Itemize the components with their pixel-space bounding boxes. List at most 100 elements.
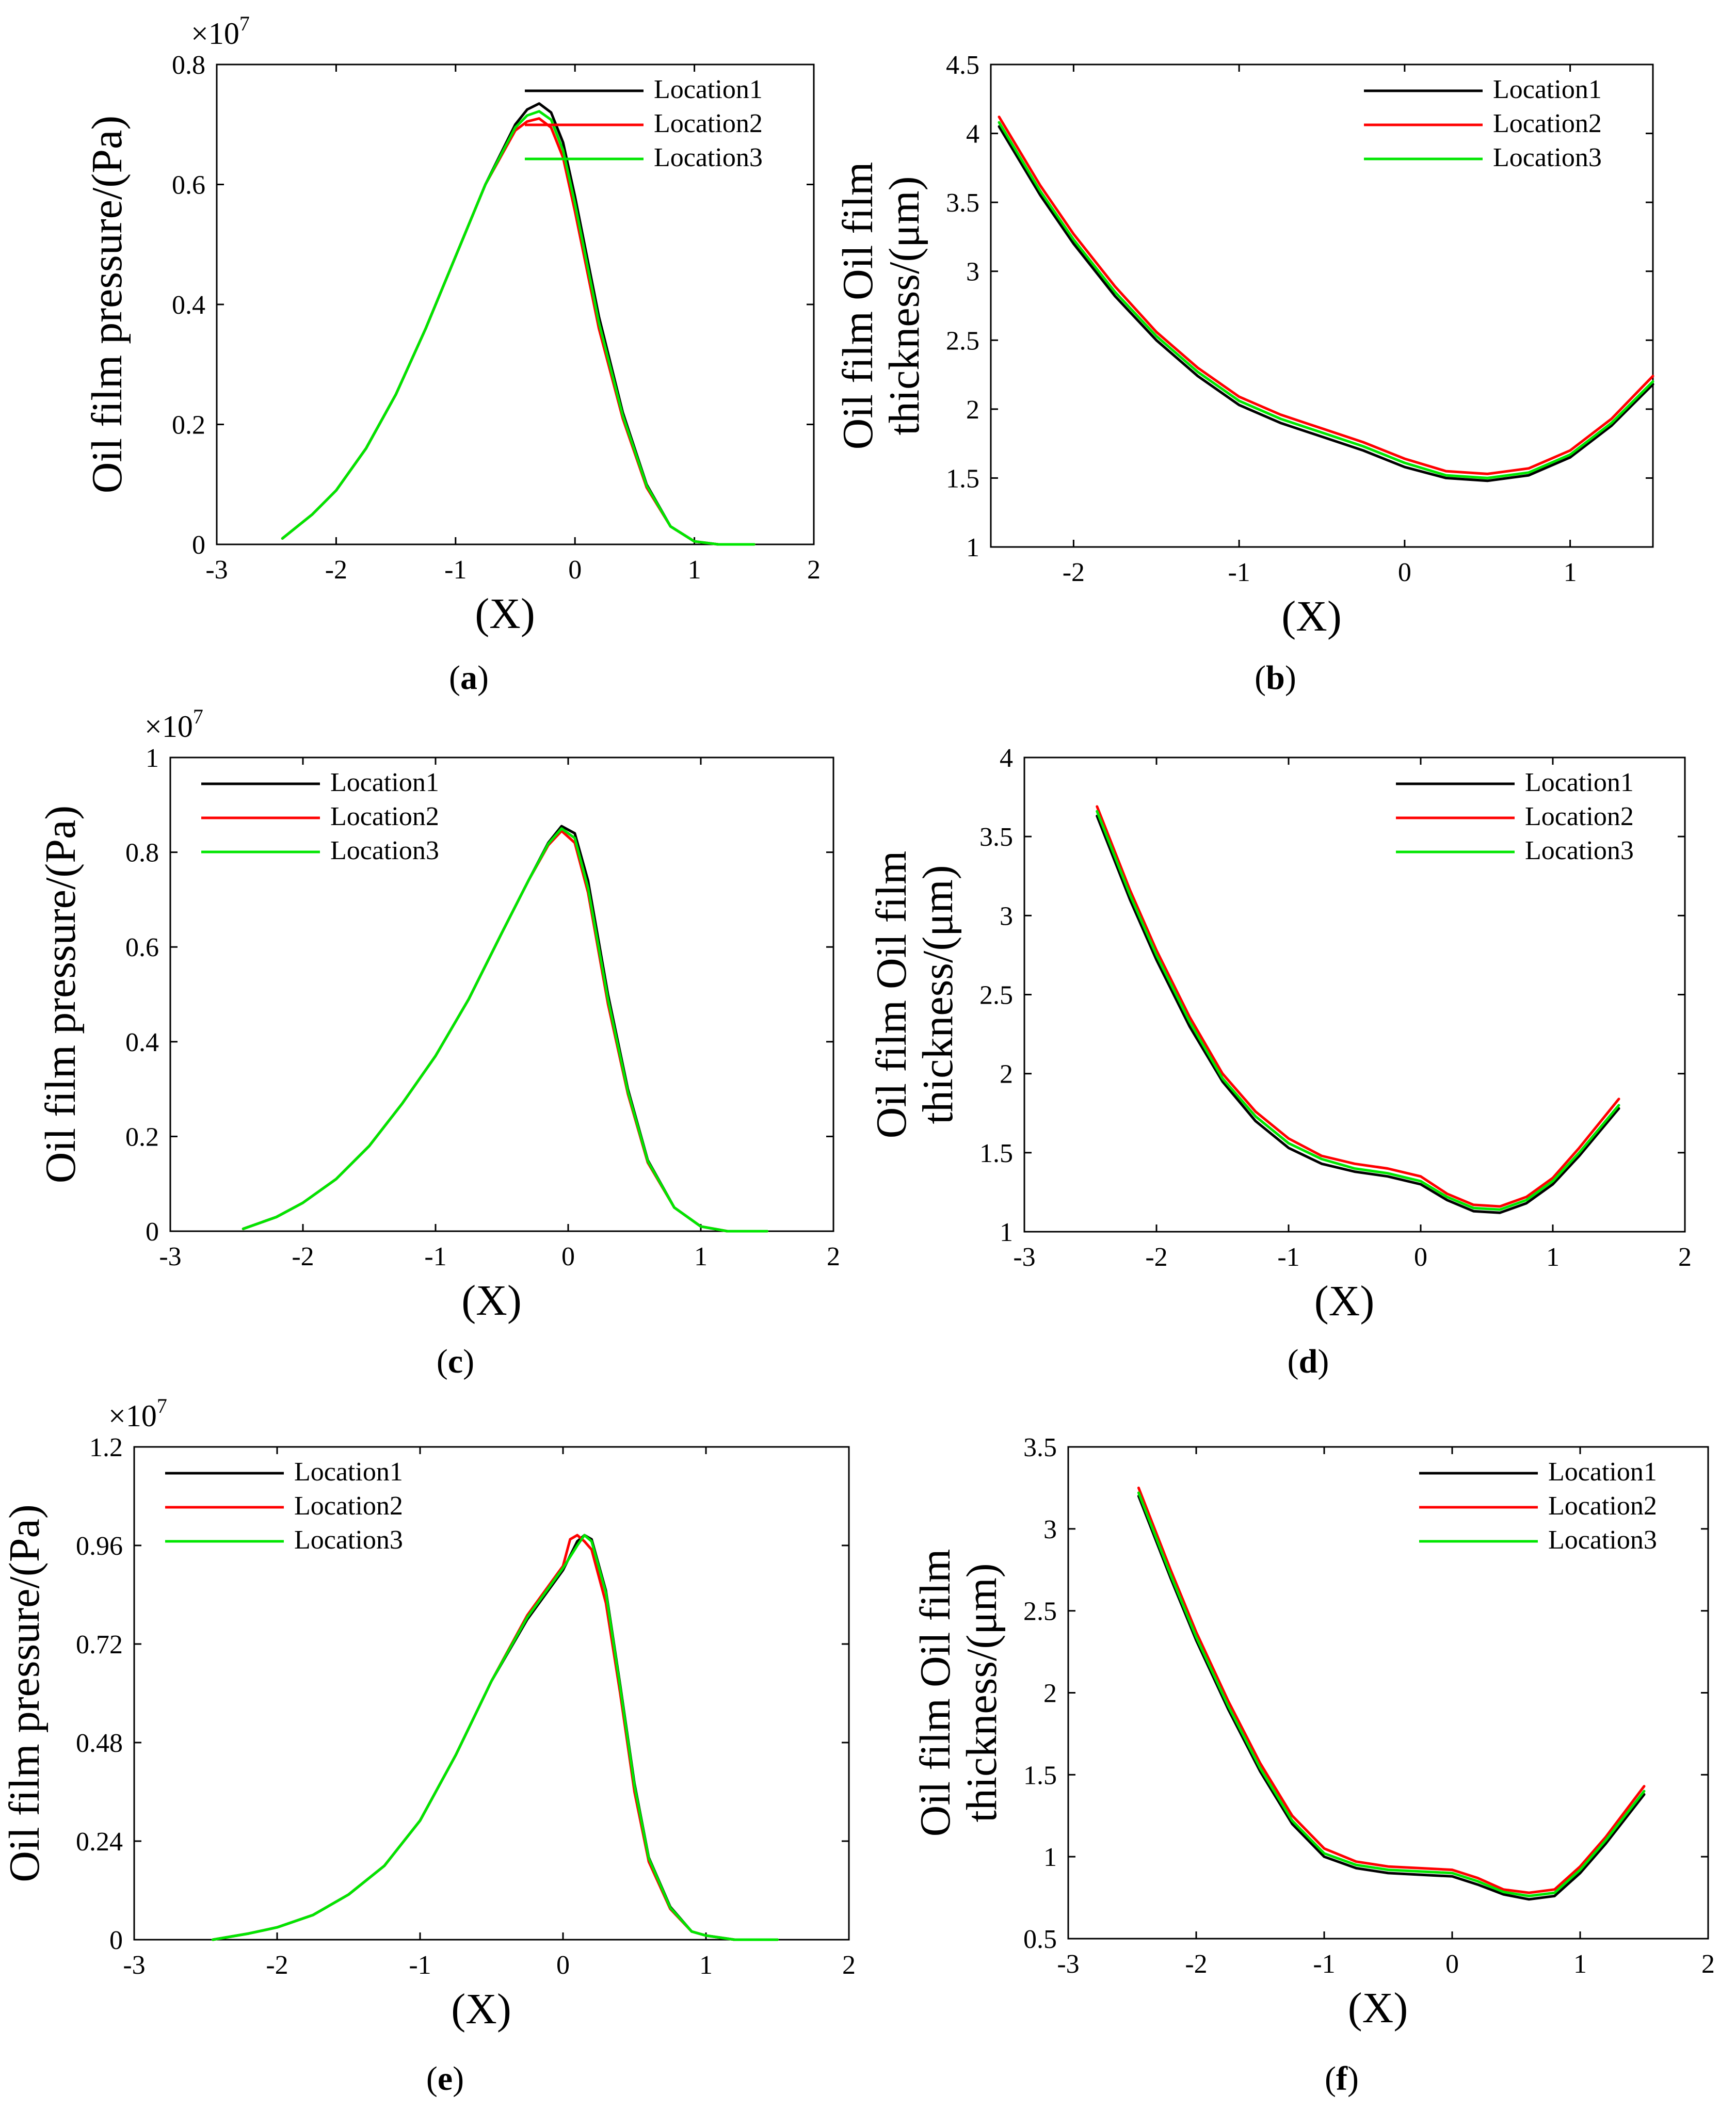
y-tick-label: 1: [1043, 1843, 1057, 1872]
panel-a: -3 -2 -1 0 1 2 0 0.2 0.4 0.6 0.8×107 (X) Oil film pr…: [83, 12, 821, 697]
y-tick-label: 0.48: [76, 1729, 123, 1758]
series-line-location2: [1137, 1486, 1646, 1894]
y-exponent-label: ×107: [144, 705, 203, 744]
y-tick-label: 0.8: [172, 51, 205, 80]
y-exponent-label: ×107: [108, 1394, 167, 1433]
panel-caption: (a): [449, 659, 489, 697]
panel-caption: (c): [437, 1343, 474, 1380]
legend-label-location3: Location3: [1548, 1525, 1657, 1555]
x-tick-label: 0: [556, 1951, 570, 1980]
y-tick-label: 3: [966, 257, 979, 287]
x-tick-label: -2: [292, 1242, 314, 1271]
y-tick-label: 0.96: [76, 1532, 123, 1561]
y-tick-label: 3.5: [979, 823, 1013, 852]
legend-label-location3: Location3: [654, 143, 763, 172]
plot-frame-b: [990, 63, 1654, 548]
x-tick-label: 2: [1701, 1949, 1715, 1979]
plot-frame-c: [169, 756, 834, 1232]
panel-b: -2 -1 0 1 1 1.5 2 2.5 3 3.5 4 4.5 (X) Oil film Oil fi…: [834, 51, 1654, 697]
legend-label-location1: Location1: [294, 1457, 403, 1487]
y-tick-label: 0.4: [125, 1028, 159, 1057]
x-tick-label: -3: [1057, 1949, 1079, 1979]
panel-e: -3 -2 -1 0 1 2 0 0.24 0.48 0.72 0.96 1.2×107 (X) Oil …: [1, 1394, 856, 2098]
x-tick-label: 1: [699, 1951, 713, 1980]
x-tick-label: 0: [568, 555, 582, 585]
y-axis-label: Oil film pressure/(Pa): [37, 805, 85, 1184]
y-tick-label: 0.8: [125, 839, 159, 868]
y-tick-label: 4.5: [946, 51, 979, 80]
y-tick-label: 1: [146, 744, 159, 773]
series-line-location2: [281, 117, 756, 546]
y-tick-label: 0.24: [76, 1827, 123, 1857]
x-tick-label: 0: [1414, 1243, 1427, 1272]
x-tick-label: -2: [1185, 1949, 1207, 1979]
y-axis-label: Oil film pressure/(Pa): [1, 1504, 49, 1882]
x-tick-label: 2: [827, 1242, 840, 1271]
series-line-location3: [242, 827, 768, 1233]
panel-caption: (e): [426, 2060, 464, 2098]
x-tick-label: -1: [409, 1951, 431, 1980]
y-tick-label: 3.5: [946, 188, 979, 218]
x-axis-label: (X): [451, 1985, 511, 2033]
y-tick-label: 1.5: [1023, 1761, 1057, 1790]
y-tick-label: 2.5: [979, 981, 1013, 1010]
legend-label-location1: Location1: [1525, 768, 1634, 797]
y-tick-label: 1.2: [89, 1433, 123, 1462]
series-line-location3: [1137, 1491, 1646, 1897]
x-tick-label: -1: [424, 1242, 446, 1271]
y-tick-label: 4: [966, 120, 979, 149]
y-tick-label: 0.72: [76, 1630, 123, 1659]
panel-c: -3 -2 -1 0 1 200.20.40.60.81×107(X)Oil film p…: [37, 705, 840, 1380]
series-line-location1: [1137, 1494, 1646, 1901]
x-tick-label: 1: [1564, 558, 1577, 587]
y-tick-label: 0: [109, 1926, 123, 1955]
x-axis-label: (X): [461, 1277, 522, 1325]
x-tick-label: -1: [1277, 1243, 1299, 1272]
x-tick-label: 1: [688, 555, 701, 585]
y-tick-label: 0.4: [172, 291, 205, 320]
series-line-location1: [1096, 814, 1620, 1214]
series-line-location1: [242, 825, 768, 1233]
legend-label-location1: Location1: [654, 75, 763, 104]
x-tick-label: -1: [1228, 558, 1250, 587]
x-axis-label: (X): [475, 590, 535, 638]
legend-label-location2: Location2: [294, 1491, 403, 1521]
y-tick-label: 1.5: [979, 1139, 1013, 1168]
y-exponent-power: 7: [193, 705, 203, 728]
x-axis-label: (X): [1314, 1277, 1375, 1325]
legend-label-location1: Location1: [1493, 75, 1602, 104]
y-tick-label: 0: [146, 1217, 159, 1247]
series-line-location2: [211, 1534, 779, 1941]
x-tick-label: -3: [123, 1951, 145, 1980]
x-tick-label: 2: [842, 1951, 856, 1980]
x-tick-label: -3: [1013, 1243, 1035, 1272]
series-line-location3: [211, 1534, 779, 1941]
series-line-location3: [281, 110, 756, 546]
y-tick-label: 2.5: [946, 326, 979, 356]
y-tick-label: 1.5: [946, 464, 979, 493]
y-exponent-label: ×107: [191, 12, 250, 51]
y-tick-label: 1: [1000, 1218, 1013, 1247]
y-axis-label-line2: thickness/(μm): [914, 865, 962, 1124]
x-tick-label: -3: [159, 1242, 181, 1271]
legend-label-location1: Location1: [330, 768, 439, 797]
series-line-location1: [211, 1534, 779, 1941]
y-tick-label: 2: [1000, 1060, 1013, 1089]
series-line-location1: [998, 125, 1654, 482]
x-tick-label: -3: [205, 555, 228, 585]
legend-label-location2: Location2: [654, 109, 763, 138]
x-tick-label: 0: [561, 1242, 575, 1271]
panel-caption: (b): [1255, 659, 1296, 697]
series-line-location2: [998, 116, 1654, 475]
legend-label-location1: Location1: [1548, 1457, 1657, 1487]
x-axis-label: (X): [1281, 592, 1342, 640]
y-exponent-power: 7: [239, 12, 250, 35]
x-tick-label: -1: [1313, 1949, 1335, 1979]
x-tick-label: 1: [1573, 1949, 1587, 1979]
legend-label-location3: Location3: [330, 836, 439, 865]
y-exponent-power: 7: [157, 1394, 167, 1417]
panel-f: -3 -2 -1 0 1 2 0.5 1 1.5 2 2.5 3 3.5 (X) Oil film Oil …: [911, 1433, 1715, 2098]
y-axis-label-line2: thickness/(μm): [880, 176, 928, 435]
series-line-location2: [1096, 805, 1620, 1208]
